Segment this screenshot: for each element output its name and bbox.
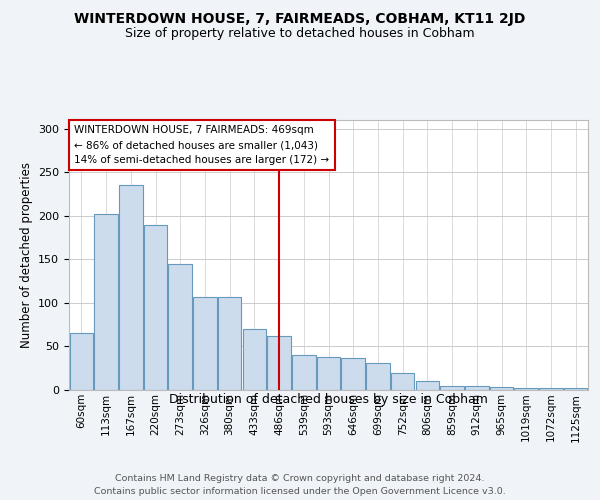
- Bar: [317, 357, 340, 390]
- Bar: [416, 382, 439, 390]
- Text: WINTERDOWN HOUSE, 7, FAIRMEADS, COBHAM, KT11 2JD: WINTERDOWN HOUSE, 7, FAIRMEADS, COBHAM, …: [74, 12, 526, 26]
- Y-axis label: Number of detached properties: Number of detached properties: [20, 162, 32, 348]
- Bar: [193, 297, 217, 390]
- Text: WINTERDOWN HOUSE, 7 FAIRMEADS: 469sqm
← 86% of detached houses are smaller (1,04: WINTERDOWN HOUSE, 7 FAIRMEADS: 469sqm ← …: [74, 126, 329, 165]
- Text: Distribution of detached houses by size in Cobham: Distribution of detached houses by size …: [169, 392, 488, 406]
- Bar: [539, 388, 563, 390]
- Bar: [564, 388, 587, 390]
- Bar: [514, 388, 538, 390]
- Bar: [94, 214, 118, 390]
- Bar: [292, 355, 316, 390]
- Bar: [391, 372, 415, 390]
- Bar: [119, 186, 143, 390]
- Bar: [341, 358, 365, 390]
- Bar: [268, 336, 291, 390]
- Bar: [490, 386, 513, 390]
- Bar: [169, 264, 192, 390]
- Bar: [366, 363, 389, 390]
- Text: Contains HM Land Registry data © Crown copyright and database right 2024.: Contains HM Land Registry data © Crown c…: [115, 474, 485, 483]
- Bar: [144, 224, 167, 390]
- Bar: [242, 329, 266, 390]
- Bar: [70, 334, 93, 390]
- Bar: [440, 386, 464, 390]
- Bar: [218, 297, 241, 390]
- Text: Contains public sector information licensed under the Open Government Licence v3: Contains public sector information licen…: [94, 487, 506, 496]
- Bar: [465, 386, 488, 390]
- Text: Size of property relative to detached houses in Cobham: Size of property relative to detached ho…: [125, 28, 475, 40]
